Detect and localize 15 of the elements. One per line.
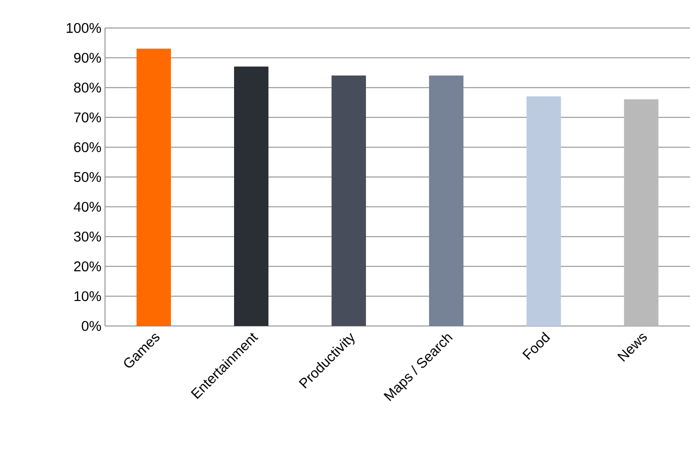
bar: [234, 66, 268, 326]
bar: [332, 75, 366, 326]
y-tick-label: 100%: [66, 23, 101, 33]
y-tick-label: 80%: [74, 82, 101, 93]
bar: [429, 75, 464, 326]
y-tick-label: 90%: [74, 52, 101, 63]
y-tick-label: 0%: [82, 321, 101, 331]
y-tick-label: 40%: [74, 202, 101, 212]
y-tick-label: 60%: [74, 142, 101, 152]
y-tick-label: 50%: [74, 172, 101, 182]
y-tick-label: 70%: [74, 112, 101, 122]
y-tick-label: 30%: [74, 232, 101, 242]
bar: [136, 48, 171, 326]
y-tick-label: 10%: [74, 291, 101, 302]
y-tick-label: 20%: [74, 261, 101, 272]
